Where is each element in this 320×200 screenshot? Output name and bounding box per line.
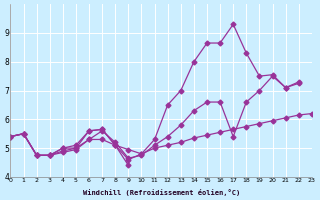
X-axis label: Windchill (Refroidissement éolien,°C): Windchill (Refroidissement éolien,°C) — [83, 189, 240, 196]
